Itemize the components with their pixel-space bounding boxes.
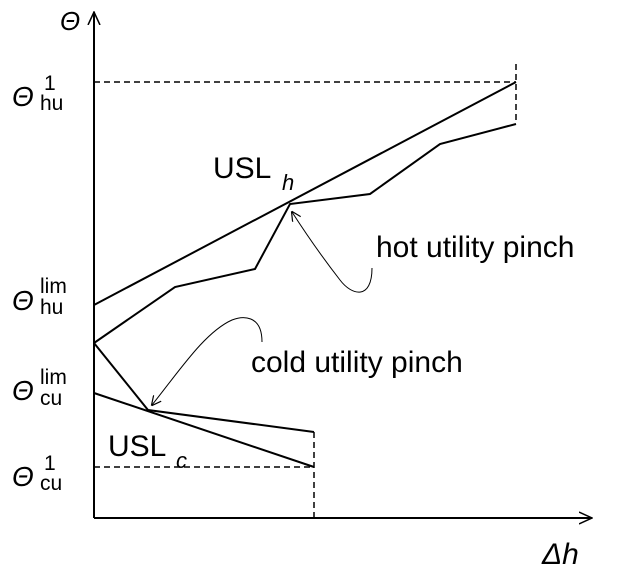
usl-c-label: USL c [108, 430, 187, 473]
svg-text:cu: cu [40, 472, 62, 495]
label-theta-cu-lim: Θ lim cu [12, 366, 67, 410]
svg-text:cu: cu [40, 387, 62, 410]
label-theta-cu-1: Θ 1 cu [12, 452, 62, 495]
svg-text:lim: lim [40, 366, 67, 389]
svg-text:1: 1 [44, 452, 56, 475]
cold-pinch-arrow [152, 317, 263, 405]
label-theta-hu-1: Θ 1 hu [12, 72, 63, 115]
svg-text:hu: hu [40, 92, 63, 115]
svg-text:USL: USL [108, 430, 166, 463]
svg-text:1: 1 [44, 72, 56, 95]
hot-composite-curve [93, 123, 517, 344]
usl-h-line [93, 81, 517, 306]
svg-text:lim: lim [40, 275, 67, 298]
usl-h-label: USL h [213, 152, 294, 195]
svg-text:Θ: Θ [12, 285, 34, 316]
hot-utility-pinch-label: hot utility pinch [376, 231, 574, 264]
svg-text:Θ: Θ [12, 461, 34, 492]
cold-composite-curve [93, 342, 315, 433]
y-axis-symbol: Θ [60, 6, 80, 36]
hot-pinch-arrow [292, 212, 373, 293]
x-axis-symbol: Δh [541, 538, 579, 567]
label-theta-hu-lim: Θ lim hu [12, 275, 67, 319]
svg-text:Θ: Θ [12, 81, 34, 112]
svg-text:Θ: Θ [12, 375, 34, 406]
svg-text:hu: hu [40, 296, 63, 319]
svg-text:c: c [176, 448, 187, 473]
svg-text:h: h [282, 170, 294, 195]
svg-text:USL: USL [213, 152, 271, 185]
cold-utility-pinch-label: cold utility pinch [251, 346, 463, 379]
usl-c-line [93, 392, 315, 468]
